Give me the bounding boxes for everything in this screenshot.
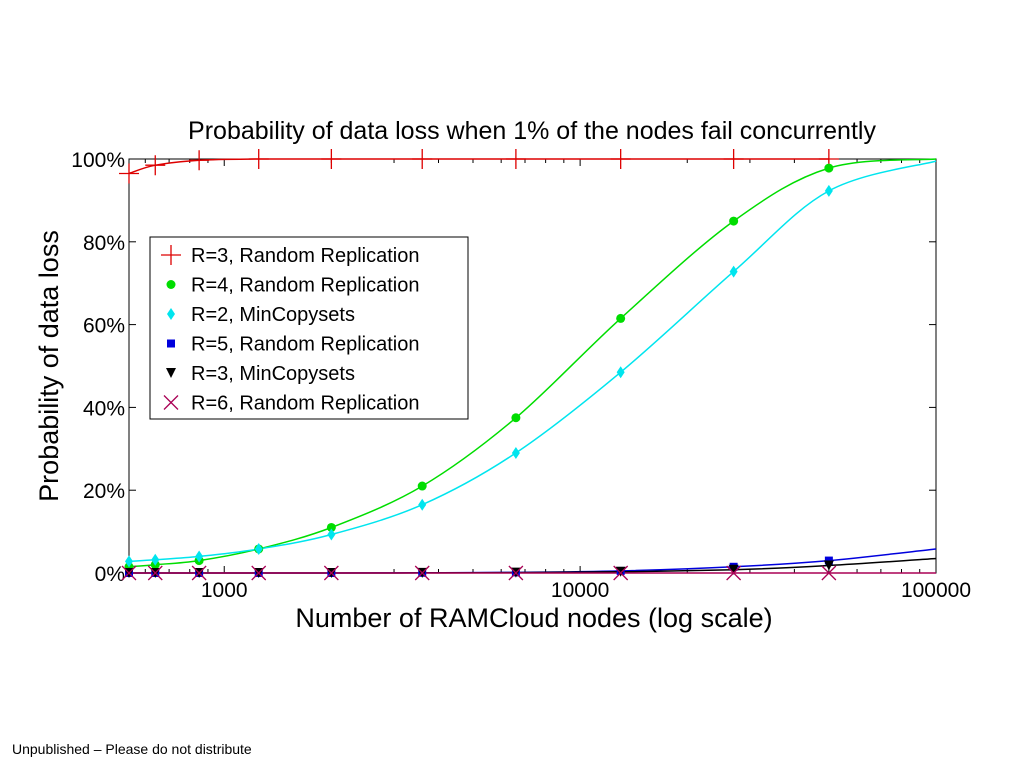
data-point xyxy=(505,149,526,169)
data-point xyxy=(414,565,430,581)
legend-label: R=4, Random Replication xyxy=(191,275,419,297)
y-tick-label: 100% xyxy=(71,149,125,172)
data-point xyxy=(610,149,631,169)
data-point xyxy=(823,560,834,571)
y-tick-label: 40% xyxy=(83,397,125,420)
data-point xyxy=(729,216,739,226)
data-point xyxy=(615,566,626,577)
data-point xyxy=(327,528,336,541)
data-point xyxy=(723,149,744,169)
data-point xyxy=(251,565,267,581)
legend-label: R=3, Random Replication xyxy=(191,245,419,267)
x-tick-label: 1000 xyxy=(201,579,248,602)
data-point xyxy=(147,565,163,581)
legend-marker xyxy=(166,368,176,378)
x-tick-label: 10000 xyxy=(551,579,609,602)
x-axis-label: Number of RAMCloud nodes (log scale) xyxy=(295,603,772,633)
data-point xyxy=(121,565,137,581)
data-point xyxy=(508,565,524,581)
legend: R=3, Random Replication R=4, Random Repli… xyxy=(149,236,469,420)
data-point xyxy=(511,413,521,423)
axis-ticks: 0% 20% 40% 60% 80% 100% 1000 10000 100000 xyxy=(71,149,971,602)
chart-title: Probability of data loss when 1% of the … xyxy=(188,117,876,145)
data-point xyxy=(511,446,520,459)
data-point xyxy=(728,564,739,575)
legend-label: R=5, Random Replication xyxy=(191,334,419,356)
data-point xyxy=(248,149,269,169)
data-point xyxy=(125,555,133,568)
data-point xyxy=(323,565,339,581)
data-point xyxy=(195,550,204,563)
data-point xyxy=(326,522,336,532)
legend-marker xyxy=(166,280,176,289)
data-point xyxy=(417,481,427,491)
data-point xyxy=(119,163,139,184)
data-point xyxy=(824,184,833,197)
data-point xyxy=(189,150,210,171)
legend-marker xyxy=(167,308,175,320)
data-point xyxy=(729,265,738,278)
data-point xyxy=(145,155,166,176)
legend-label: R=3, MinCopysets xyxy=(191,363,355,385)
data-point xyxy=(321,149,342,169)
footer-notice: Unpublished – Please do not distribute xyxy=(12,741,252,757)
legend-label: R=6, Random Replication xyxy=(191,393,419,415)
data-point xyxy=(191,565,207,581)
data-point xyxy=(254,542,263,555)
data-point xyxy=(613,565,629,581)
legend-marker xyxy=(161,245,181,265)
data-point xyxy=(151,553,160,566)
data-point xyxy=(412,149,433,169)
y-tick-label: 80% xyxy=(83,232,125,255)
legend-marker xyxy=(163,395,179,410)
data-point xyxy=(726,565,742,581)
legend-box xyxy=(149,236,469,420)
data-point xyxy=(418,498,427,511)
y-tick-label: 20% xyxy=(83,480,125,503)
y-tick-label: 60% xyxy=(83,315,125,338)
data-point xyxy=(821,565,837,581)
data-point xyxy=(824,163,834,173)
data-point xyxy=(616,313,626,323)
data-point xyxy=(616,366,625,379)
y-axis-label: Probability of data loss xyxy=(34,230,64,502)
legend-label: R=2, MinCopysets xyxy=(191,304,355,326)
series-markers xyxy=(119,149,839,581)
legend-marker xyxy=(167,339,175,348)
x-tick-label: 100000 xyxy=(901,579,971,602)
y-tick-label: 0% xyxy=(95,563,125,586)
